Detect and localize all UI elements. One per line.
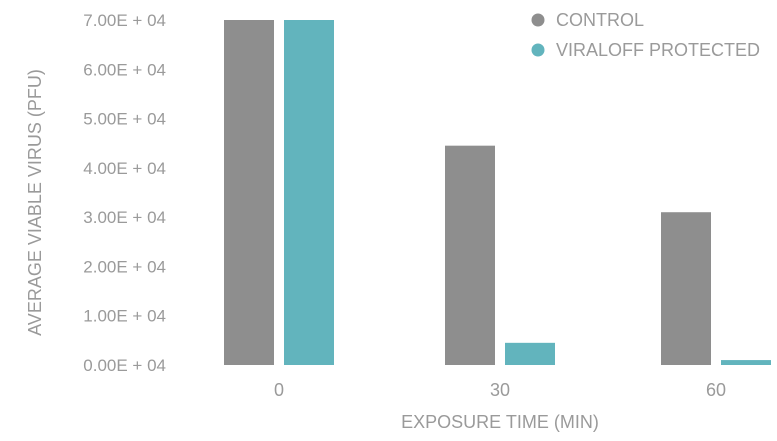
y-tick-label: 1.00E + 04	[83, 307, 166, 326]
bar-control-60	[661, 212, 711, 365]
bar-viraloff-protected-30	[505, 342, 555, 365]
x-axis-tick-labels: 0 30 60	[274, 380, 726, 400]
y-axis-label: AVERAGE VIABLE VIRUS (PFU)	[25, 69, 45, 336]
y-tick-label: 3.00E + 04	[83, 208, 166, 227]
bar-series	[224, 20, 771, 365]
legend-label: VIRALOFF PROTECTED	[556, 40, 760, 60]
bar-control-0	[224, 20, 274, 365]
legend-marker	[531, 43, 545, 57]
y-tick-label: 2.00E + 04	[83, 257, 166, 276]
legend-label: CONTROL	[556, 10, 644, 30]
x-tick-label: 0	[274, 380, 284, 400]
y-axis-tick-labels: 0.00E + 04 1.00E + 04 2.00E + 04 3.00E + 04…	[83, 11, 166, 375]
y-tick-label: 5.00E + 04	[83, 110, 166, 129]
bar-viraloff-protected-0	[284, 20, 334, 365]
bar-control-30	[445, 145, 495, 365]
y-tick-label: 6.00E + 04	[83, 60, 166, 79]
y-tick-label: 4.00E + 04	[83, 159, 166, 178]
x-tick-label: 30	[490, 380, 510, 400]
legend-marker	[531, 13, 545, 27]
x-axis-label: EXPOSURE TIME (MIN)	[401, 412, 599, 432]
legend: CONTROL VIRALOFF PROTECTED	[531, 10, 760, 60]
bar-viraloff-protected-60	[721, 360, 771, 365]
x-tick-label: 60	[706, 380, 726, 400]
y-tick-label: 0.00E + 04	[83, 356, 166, 375]
y-tick-label: 7.00E + 04	[83, 11, 166, 30]
